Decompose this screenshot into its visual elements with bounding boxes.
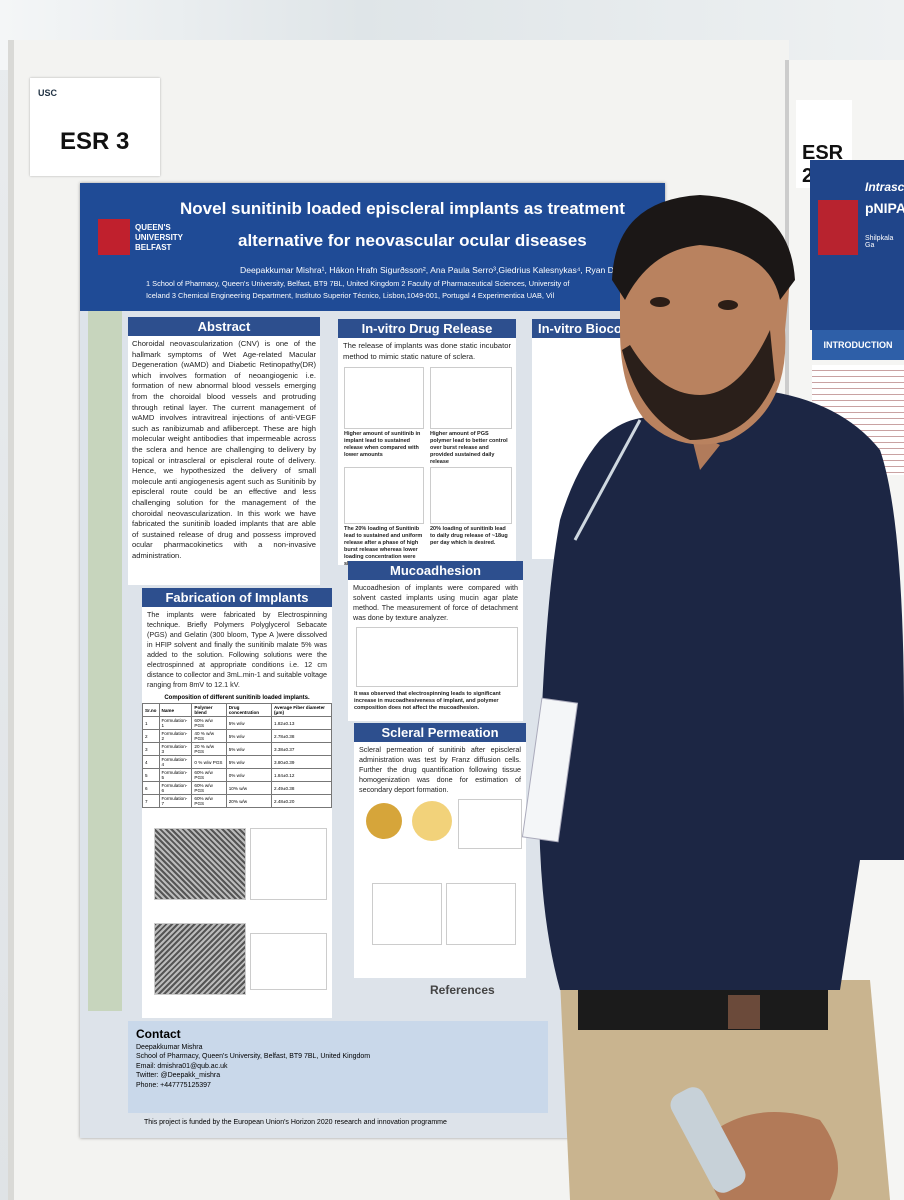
right-subtitle: Shilpkala Ga (865, 235, 894, 249)
lanyard (573, 419, 642, 541)
caption: It was observed that electrospinning lea… (354, 691, 501, 711)
contact-box: Contact Deepakkumar Mishra School of Phar… (128, 1021, 548, 1113)
contact-lines: Deepakkumar Mishra School of Pharmacy, Qu… (128, 1043, 548, 1090)
table-row: 5 Formulation-5 60% w/w PGS 0% w/w 1.84±0.12 (142, 768, 332, 782)
abstract-box: Abstract Choroidal neovascularization (C… (128, 317, 320, 585)
authors: Deepakkumar Mishra¹, Hákon Hrafn Sigurðs… (240, 265, 668, 275)
figure (344, 367, 424, 429)
scleral-box: Scleral Permeation Scleral permeation of… (354, 723, 526, 978)
drug-release-box: In-vitro Drug Release The release of imp… (338, 319, 516, 567)
board-id: ESR 3 (60, 128, 130, 155)
right-title: Intrasc (865, 180, 904, 194)
figure (430, 467, 512, 524)
right-title: pNIPA (865, 200, 904, 216)
table-cell: 60% w/w PGS (191, 794, 227, 808)
caption: Higher amount of sunitinib in implant le… (344, 431, 421, 458)
shirt (539, 390, 904, 990)
composition-table: Sr.no Name Polymer blend Drug concentration… (142, 703, 332, 808)
table-cell: 20% w/w (225, 794, 273, 808)
table-cell: 5% w/w (225, 755, 273, 769)
mucoadhesion-box: Mucoadhesion Mucoadhesion of implants we… (348, 561, 523, 721)
sem-image (154, 923, 246, 995)
drug-release-text: The release of implants was done static … (343, 341, 511, 361)
section-heading: Fabrication of Implants (142, 588, 332, 607)
beard (622, 330, 775, 440)
figure (430, 367, 512, 429)
funding: This project is funded by the European U… (144, 1119, 447, 1126)
right-section: INTRODUCTION (812, 330, 904, 360)
hair (612, 195, 795, 300)
contact-line: Deepakkumar Mishra (136, 1044, 203, 1051)
table-row: 7 Formulation-7 60% w/w PGS 20% w/w 2.48±0.2… (142, 794, 332, 808)
crest (98, 219, 130, 255)
contact-line: Email: dmishra01@qub.ac.uk (136, 1062, 228, 1070)
section-heading: Scleral Permeation (354, 723, 526, 742)
fabrication-text: The implants were fabricated by Electros… (147, 610, 327, 689)
belt-loop (728, 995, 760, 1029)
contact-line: School of Pharmacy, Queen's University, … (136, 1053, 371, 1061)
fabrication-box: Fabrication of Implants The implants wer… (142, 588, 332, 1018)
university: QUEEN'S UNIVERSITY BELFAST (135, 223, 183, 252)
sem-image (154, 828, 246, 900)
affiliation: Iceland 3 Chemical Engineering Departmen… (146, 291, 555, 300)
table-cell: 3.38±0.37 (271, 742, 332, 756)
contact-line: Twitter: @Deepakk_mishra (136, 1072, 221, 1080)
right-poster-header: Intrasc pNIPA Shilpkala Ga (810, 160, 904, 330)
caption: Higher amount of PGS polymer lead to bet… (430, 431, 508, 465)
eye (718, 300, 738, 310)
section-heading: In-vitro Drug Release (338, 319, 516, 338)
caption: 20% loading of sunitinib lead to daily d… (430, 526, 508, 546)
crest (818, 200, 858, 255)
poster: QUEEN'S UNIVERSITY BELFAST Novel sunitin… (80, 183, 668, 1138)
figure (372, 883, 442, 945)
tissue-image (412, 801, 452, 841)
figure (250, 828, 327, 900)
affiliation: 1 School of Pharmacy, Queen's University… (146, 279, 570, 288)
poster-header: QUEEN'S UNIVERSITY BELFAST Novel sunitin… (80, 183, 668, 311)
mucoadhesion-text: Mucoadhesion of implants were compared w… (353, 583, 518, 622)
figure (356, 627, 518, 687)
table-cell: 2.48±0.20 (271, 794, 332, 808)
side-band (88, 311, 122, 1011)
board-id: ESR 2 (802, 142, 844, 187)
figure (446, 883, 516, 945)
contact-line: Phone: +447775125397 (136, 1081, 211, 1089)
figure (344, 467, 424, 524)
section-heading: References (430, 983, 495, 997)
poster-title: Novel sunitinib loaded episcleral implan… (180, 199, 625, 218)
logo: USC (38, 88, 58, 98)
table-row: 3 Formulation-3 20 % w/w PGS 5% w/w 3.38±0.3… (142, 742, 332, 756)
section-heading: Contact (136, 1027, 181, 1041)
section-heading: Abstract (128, 317, 320, 336)
figure (250, 933, 327, 990)
table-cell: 60% w/w PGS (191, 768, 227, 782)
board-label: USC ESR 3 (30, 78, 160, 176)
poster-title: alternative for neovascular ocular disea… (238, 231, 587, 250)
bottle (670, 1087, 746, 1193)
scleral-text: Scleral permeation of sunitinib after ep… (359, 745, 521, 794)
tissue-image (366, 803, 402, 839)
abstract-text: Choroidal neovascularization (CNV) is on… (132, 339, 316, 560)
header-cell: Polymer blend (191, 703, 227, 717)
section-heading: Mucoadhesion (348, 561, 523, 580)
eye (650, 297, 670, 307)
table-title: Composition of different sunitinib loade… (164, 695, 310, 701)
badge (521, 697, 579, 843)
table-header: Sr.no Name Polymer blend Drug concentration… (142, 703, 332, 717)
figure (458, 799, 522, 849)
